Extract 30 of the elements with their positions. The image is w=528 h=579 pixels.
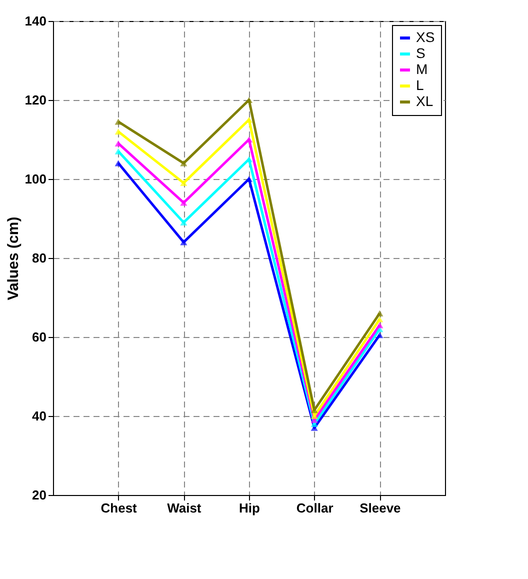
y-tick-label: 80 — [32, 250, 46, 266]
y-tick-label: 20 — [32, 488, 46, 502]
x-tick-label: Waist — [167, 500, 202, 516]
point — [114, 160, 122, 166]
point — [180, 219, 188, 226]
point — [114, 118, 122, 125]
point — [180, 239, 188, 246]
point — [180, 160, 188, 166]
point — [376, 322, 384, 328]
legend-label: S — [416, 45, 426, 61]
point — [180, 200, 188, 206]
point — [180, 180, 188, 186]
y-tick-label: 100 — [24, 172, 46, 186]
y-tick-label: 120 — [24, 92, 46, 108]
y-tick-label: 40 — [32, 408, 46, 424]
legend-label: XS — [416, 29, 435, 45]
point — [376, 310, 384, 316]
legend-label: L — [416, 77, 424, 93]
y-tick-label: 140 — [24, 14, 46, 28]
x-tick-label: Hip — [239, 500, 260, 516]
point — [114, 148, 122, 154]
x-tick-label: Sleeve — [360, 500, 401, 516]
legend-label: XL — [416, 93, 434, 109]
legend-label: M — [416, 61, 428, 77]
x-tick-label: Chest — [100, 500, 138, 516]
x-tick-label: Collar — [296, 500, 334, 516]
y-axis-title: Values (cm) — [4, 216, 22, 300]
point — [376, 316, 384, 322]
point — [376, 332, 384, 338]
y-tick-label: 60 — [32, 330, 46, 344]
